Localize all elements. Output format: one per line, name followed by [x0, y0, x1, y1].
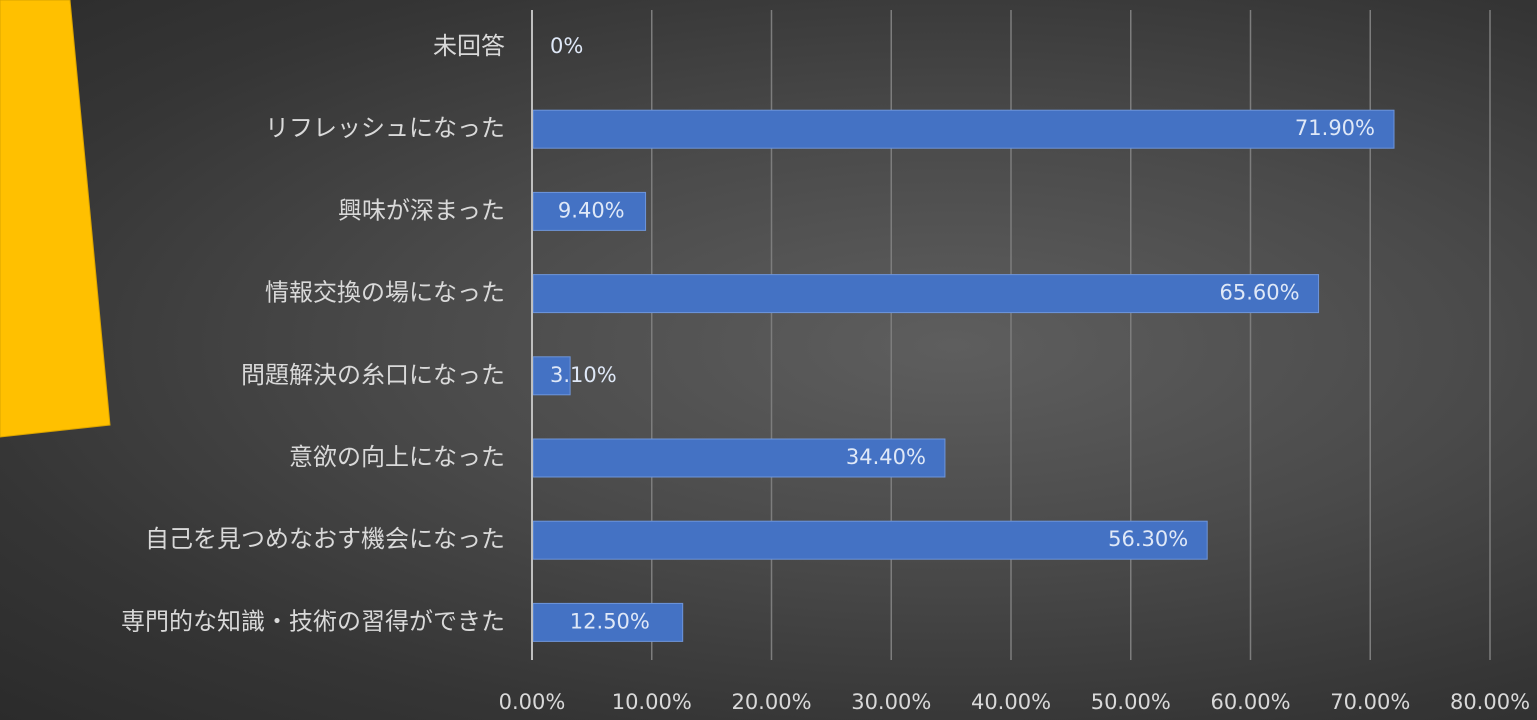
decorative-accent-shape: [0, 0, 111, 438]
data-label: 34.40%: [846, 445, 926, 469]
category-label: 自己を見つめなおす機会になった: [145, 525, 505, 553]
category-label: リフレッシュになった: [265, 114, 505, 142]
x-tick-label: 70.00%: [1330, 690, 1410, 714]
category-label: 専門的な知識・技術の習得ができた: [121, 607, 505, 635]
data-labels: 0% 71.90% 9.40% 65.60% 3.10% 34.40% 56.30% 12.5…: [550, 34, 1375, 633]
x-tick-label: 40.00%: [971, 690, 1051, 714]
bar: [532, 520, 1208, 560]
x-tick-label: 0.00%: [499, 690, 566, 714]
category-label: 問題解決の糸口になった: [241, 361, 505, 389]
gridlines: [651, 10, 1491, 660]
x-tick-label: 50.00%: [1091, 690, 1171, 714]
x-tick-label: 60.00%: [1210, 690, 1290, 714]
bar: [532, 438, 946, 478]
data-label: 71.90%: [1295, 116, 1375, 140]
data-label: 0%: [550, 34, 583, 58]
x-tick-label: 20.00%: [731, 690, 811, 714]
bars: [532, 109, 1395, 642]
bar: [532, 602, 684, 642]
bar: [532, 109, 1395, 149]
data-label: 56.30%: [1108, 527, 1188, 551]
data-label: 3.10%: [550, 363, 617, 387]
category-label: 情報交換の場になった: [265, 279, 505, 307]
data-label: 65.60%: [1219, 281, 1299, 305]
x-tick-label: 10.00%: [612, 690, 692, 714]
x-tick-label: 30.00%: [851, 690, 931, 714]
category-label: 未回答: [433, 32, 505, 60]
bar: [532, 356, 571, 396]
category-label: 意欲の向上になった: [289, 443, 505, 471]
data-label: 9.40%: [558, 198, 625, 222]
x-tick-label: 80.00%: [1450, 690, 1530, 714]
category-label: 興味が深まった: [338, 196, 505, 224]
data-label: 12.50%: [570, 609, 650, 633]
x-axis-tick-labels: 0.00% 10.00% 20.00% 30.00% 40.00% 50.00% 60.00…: [499, 690, 1530, 714]
bar: [532, 274, 1320, 314]
category-labels: 未回答リフレッシュになった興味が深まった情報交換の場になった問題解決の糸口になっ…: [121, 32, 505, 635]
